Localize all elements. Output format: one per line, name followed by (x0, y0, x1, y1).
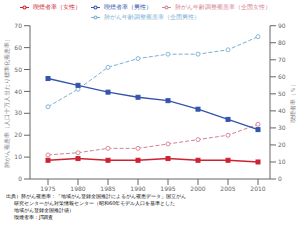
svg-text:30: 30 (278, 124, 286, 131)
html-text:喫煙者率（男性）: 喫煙者率（男性） (103, 3, 152, 10)
html-text:研究センターがん対策情報センター（昭和60年モデル人口を基準: 研究センターがん対策情報センター（昭和60年モデル人口を基準とした (6, 200, 176, 206)
svg-text:60: 60 (14, 44, 22, 51)
html-text:地域がん登録全国推計値）: 地域がん登録全国推計値） (6, 207, 74, 213)
svg-text:喫煙者率（％）: 喫煙者率（％） (289, 81, 292, 123)
svg-text:50: 50 (14, 66, 22, 73)
svg-text:50: 50 (278, 90, 286, 97)
svg-text:70: 70 (278, 56, 286, 63)
svg-text:2010: 2010 (250, 185, 265, 192)
html-text:肺がん年齢調整罹患率（全国女性）: 肺がん年齢調整罹患率（全国女性） (174, 3, 271, 10)
svg-text:2000: 2000 (190, 185, 205, 192)
svg-text:0: 0 (18, 175, 22, 182)
svg-text:10: 10 (278, 158, 286, 165)
svg-text:90: 90 (278, 22, 286, 29)
svg-text:20: 20 (14, 131, 22, 138)
svg-text:30: 30 (14, 109, 22, 116)
svg-text:40: 40 (278, 107, 286, 114)
svg-text:2005: 2005 (220, 185, 235, 192)
html-text:喫煙者率（女性）: 喫煙者率（女性） (32, 3, 81, 10)
svg-text:40: 40 (14, 88, 22, 95)
svg-text:1985: 1985 (100, 185, 115, 192)
svg-text:1980: 1980 (70, 185, 85, 192)
svg-text:20: 20 (278, 141, 286, 148)
svg-text:0: 0 (278, 175, 282, 182)
svg-text:肺がん罹患率（人口十万人当たり標準化罹患率）: 肺がん罹患率（人口十万人当たり標準化罹患率） (8, 36, 11, 168)
svg-text:1975: 1975 (40, 185, 55, 192)
svg-text:10: 10 (14, 153, 22, 160)
svg-text:60: 60 (278, 73, 286, 80)
svg-text:80: 80 (278, 39, 286, 46)
html-text:肺がん年齢調整罹患率（全国男性）: 肺がん年齢調整罹患率（全国男性） (103, 12, 200, 20)
html-text:喫煙者率：JT調査: 喫煙者率：JT調査 (6, 214, 54, 220)
html-text:出典）肺がん罹患率：「地域がん登録全国推計によるがん罹患デー: 出典）肺がん罹患率：「地域がん登録全国推計によるがん罹患データ」国立がん (6, 193, 186, 199)
svg-text:1990: 1990 (130, 185, 145, 192)
svg-text:70: 70 (14, 22, 22, 29)
svg-text:1995: 1995 (160, 185, 175, 192)
